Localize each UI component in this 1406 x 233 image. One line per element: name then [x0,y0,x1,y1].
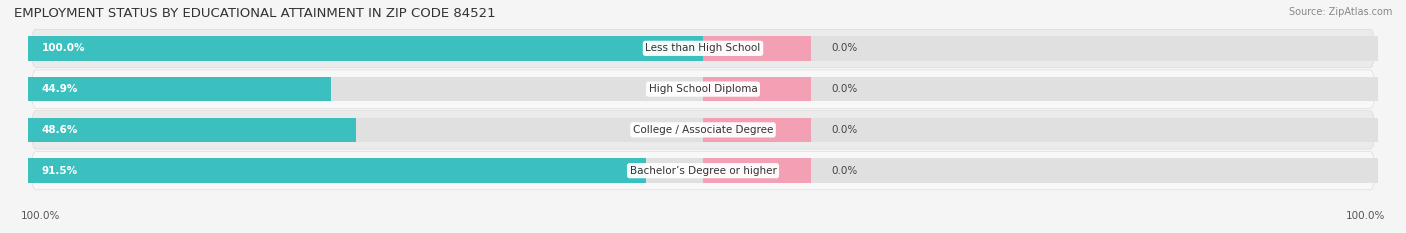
Bar [811,118,1378,142]
Bar [28,158,703,183]
Bar [703,77,811,101]
Bar [811,36,1378,61]
Text: 44.9%: 44.9% [42,84,77,94]
Text: 0.0%: 0.0% [831,84,858,94]
Text: Bachelor’s Degree or higher: Bachelor’s Degree or higher [630,166,776,176]
Text: EMPLOYMENT STATUS BY EDUCATIONAL ATTAINMENT IN ZIP CODE 84521: EMPLOYMENT STATUS BY EDUCATIONAL ATTAINM… [14,7,496,20]
Bar [28,77,332,101]
Bar [28,77,703,101]
Bar [811,77,1378,101]
Text: 100.0%: 100.0% [42,43,86,53]
Text: Less than High School: Less than High School [645,43,761,53]
Bar [703,118,811,142]
Bar [28,118,703,142]
Bar [28,158,645,183]
FancyBboxPatch shape [32,151,1374,190]
Bar [811,158,1378,183]
Bar [703,36,811,61]
Text: College / Associate Degree: College / Associate Degree [633,125,773,135]
FancyBboxPatch shape [32,29,1374,68]
FancyBboxPatch shape [32,70,1374,108]
Text: 100.0%: 100.0% [21,211,60,221]
Text: 0.0%: 0.0% [831,125,858,135]
Text: Source: ZipAtlas.com: Source: ZipAtlas.com [1288,7,1392,17]
Bar [703,158,811,183]
Bar [28,118,356,142]
Bar [28,36,703,61]
FancyBboxPatch shape [32,111,1374,149]
Text: 0.0%: 0.0% [831,166,858,176]
Bar [28,36,703,61]
Text: 91.5%: 91.5% [42,166,77,176]
Text: 48.6%: 48.6% [42,125,77,135]
Text: 100.0%: 100.0% [1346,211,1385,221]
Text: 0.0%: 0.0% [831,43,858,53]
Text: High School Diploma: High School Diploma [648,84,758,94]
